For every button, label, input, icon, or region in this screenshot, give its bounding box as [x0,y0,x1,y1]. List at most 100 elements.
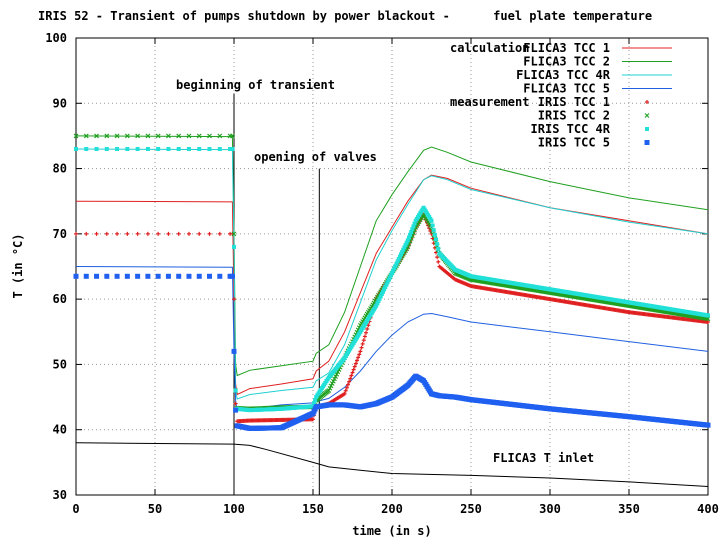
data-point [706,319,710,324]
data-point [217,146,222,151]
data-point [358,349,363,354]
data-point [94,146,99,151]
legend-entry-label: IRIS TCC 4R [531,122,611,136]
data-point [384,282,389,287]
series-line [75,148,709,400]
y-tick-label: 70 [53,227,67,241]
x-axis-label: time (in s) [352,524,431,538]
data-point [395,259,400,264]
data-point [311,404,315,409]
series-line [75,135,709,377]
data-point [217,231,222,236]
data-point [390,271,394,276]
data-point [396,257,401,262]
data-point [197,146,202,151]
legend-entry-label: FLICA3 TCC 4R [516,68,611,82]
series-line [75,442,709,487]
data-point [351,367,356,372]
data-point [104,231,109,236]
data-point [377,296,382,301]
data-point [434,237,439,242]
data-point [94,231,99,236]
data-point [360,341,365,346]
x-tick-label: 350 [618,502,640,516]
data-point [435,255,440,260]
data-point [197,231,202,236]
data-point [94,273,100,279]
data-point [436,259,441,264]
data-point [361,338,366,343]
data-point [380,289,385,294]
data-point [412,221,417,226]
data-point [359,345,364,350]
data-point [430,223,435,228]
data-point [217,133,223,139]
data-point [207,231,212,236]
data-point [436,246,441,251]
data-point [386,278,391,283]
legend-group-measurement: measurement [450,95,529,109]
data-point [343,388,348,393]
x-tick-label: 300 [539,502,561,516]
legend-entry-label: FLICA3 TCC 2 [523,55,610,69]
data-point [409,229,414,234]
x-tick-label: 0 [72,502,79,516]
data-point [402,245,407,250]
series-line [75,174,709,396]
data-point [379,292,384,297]
data-point [435,242,440,247]
data-point [156,146,161,151]
data-point [400,250,405,255]
data-point [84,146,89,151]
data-point [705,422,711,428]
data-point [429,218,434,223]
data-point [344,385,349,390]
chart-title: IRIS 52 - Transient of pumps shutdown by… [38,9,652,23]
legend-entry-label: IRIS TCC 1 [538,95,610,109]
data-point [366,323,371,328]
data-point [114,133,120,139]
series-7 [73,273,711,431]
data-point [233,388,238,393]
data-point [330,378,336,384]
data-point [411,224,416,229]
data-point [403,243,408,248]
data-point [207,146,212,151]
data-point [347,379,352,384]
data-point [405,238,410,243]
y-tick-label: 50 [53,357,67,371]
y-tick-label: 80 [53,162,67,176]
data-point [135,146,140,151]
data-point [432,232,437,237]
series-6 [74,146,710,413]
data-point [434,250,439,255]
data-point [186,273,192,279]
data-point [374,303,379,308]
series-0 [75,174,709,396]
data-point [196,273,202,279]
data-point [73,273,79,279]
data-point [312,401,317,406]
legend-entry-label: IRIS TCC 5 [538,136,610,150]
x-tick-label: 200 [381,502,403,516]
data-point [115,231,120,236]
data-point [176,133,182,139]
data-point [145,273,151,279]
series-1 [75,135,709,377]
data-point [115,146,120,151]
data-point [364,330,369,335]
data-point [408,232,413,237]
data-point [406,235,411,240]
data-point [125,146,130,151]
data-point [431,228,436,233]
data-point [186,231,191,236]
data-point [399,252,404,257]
data-point [104,133,110,139]
data-point [388,273,393,278]
data-point [326,388,332,393]
data-point [84,231,89,236]
data-point [104,146,109,151]
